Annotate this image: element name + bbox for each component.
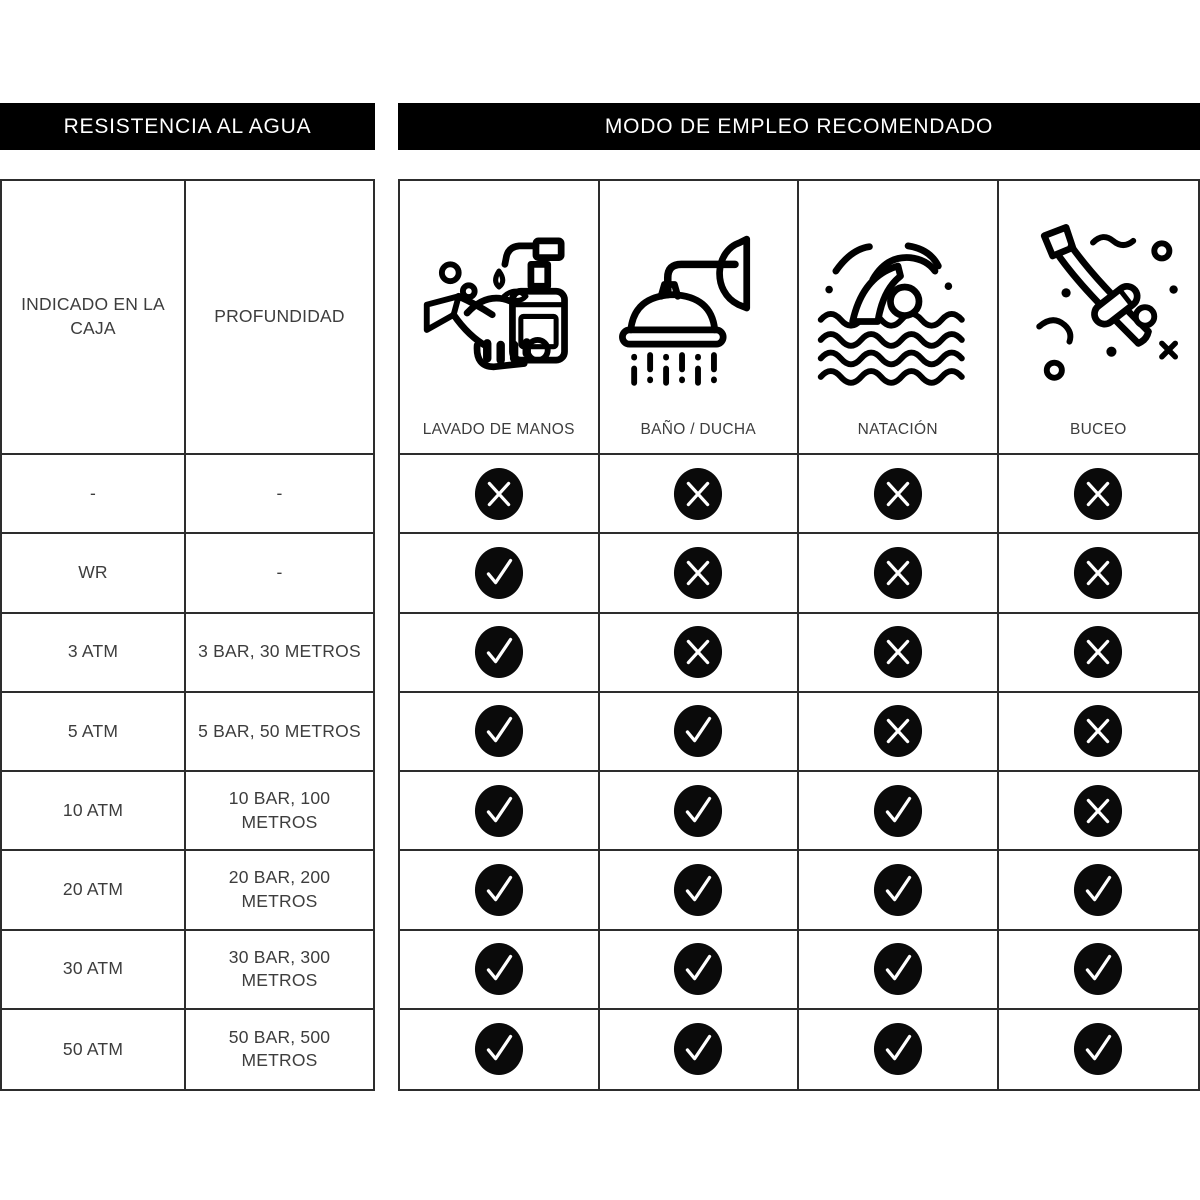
depth-cell: 10 BAR, 100 METROS bbox=[186, 772, 373, 852]
usage-cell bbox=[600, 1009, 799, 1089]
check-icon bbox=[474, 784, 524, 838]
usage-cell bbox=[799, 613, 999, 693]
depth-cell: - bbox=[186, 455, 373, 535]
check-icon bbox=[673, 784, 723, 838]
column-label: BAÑO / DUCHA bbox=[640, 421, 757, 439]
box-cell: 5 ATM bbox=[2, 692, 186, 772]
check-icon bbox=[873, 942, 923, 996]
usage-cell bbox=[400, 930, 600, 1010]
usage-cell bbox=[599, 455, 799, 535]
usage-cell bbox=[599, 613, 799, 693]
check-icon bbox=[474, 1022, 524, 1076]
usage-cell bbox=[599, 692, 799, 772]
diving-icon bbox=[1014, 181, 1182, 420]
depth-cell: 50 BAR, 500 METROS bbox=[228, 1026, 331, 1071]
column-header-handwash: LAVADO DE MANOS bbox=[400, 181, 600, 455]
usage-cell bbox=[999, 1010, 1199, 1089]
usage-cell bbox=[998, 851, 1198, 931]
check-icon bbox=[1073, 942, 1123, 996]
check-icon bbox=[673, 1022, 723, 1076]
usage-cell bbox=[799, 692, 999, 772]
usage-cell bbox=[799, 455, 999, 535]
check-icon bbox=[474, 546, 524, 600]
box-cell: 3 ATM bbox=[2, 613, 186, 693]
column-header-shower: BAÑO / DUCHA bbox=[599, 181, 799, 455]
usage-cell bbox=[400, 613, 600, 693]
box-cell: - bbox=[2, 455, 186, 535]
usage-cell bbox=[799, 772, 999, 852]
usage-cell bbox=[400, 1009, 600, 1089]
check-icon bbox=[673, 863, 723, 917]
column-header-swimming: NATACIÓN bbox=[799, 181, 999, 455]
box-cell: 50 ATM bbox=[2, 1009, 186, 1089]
usage-cell bbox=[400, 534, 600, 614]
usage-cell bbox=[799, 1009, 999, 1089]
usage-cell bbox=[998, 931, 1198, 1010]
header-indicado: INDICADO EN LA CAJA bbox=[2, 181, 186, 455]
usage-cell bbox=[998, 614, 1198, 693]
depth-cell: - bbox=[186, 534, 373, 614]
cross-icon bbox=[1073, 546, 1123, 600]
usage-cell bbox=[799, 851, 999, 931]
usage-cell bbox=[599, 851, 799, 931]
cross-icon bbox=[873, 625, 923, 679]
check-icon bbox=[1073, 863, 1123, 917]
cross-icon bbox=[873, 467, 923, 521]
check-icon bbox=[673, 704, 723, 758]
box-cell: WR bbox=[2, 534, 186, 614]
cross-icon bbox=[1073, 625, 1123, 679]
usage-table: LAVADO DE MANOS BAÑO / bbox=[398, 179, 1200, 1091]
check-icon bbox=[474, 863, 524, 917]
handwash-icon bbox=[415, 181, 583, 420]
column-label: LAVADO DE MANOS bbox=[422, 421, 575, 439]
usage-cell bbox=[599, 534, 799, 614]
column-label: NATACIÓN bbox=[857, 421, 938, 439]
cross-icon bbox=[1073, 467, 1123, 521]
box-cell: 20 ATM bbox=[2, 851, 186, 931]
check-icon bbox=[474, 625, 524, 679]
usage-cell bbox=[400, 851, 600, 931]
swimming-icon bbox=[814, 181, 982, 420]
usage-cell bbox=[400, 772, 600, 852]
water-resistance-banner: RESISTENCIA AL AGUA bbox=[0, 103, 375, 150]
depth-cell: 20 BAR, 200 METROS bbox=[186, 851, 373, 931]
depth-cell: 5 BAR, 50 METROS bbox=[186, 693, 373, 772]
usage-cell bbox=[400, 692, 600, 772]
water-resistance-table: INDICADO EN LA CAJA PROFUNDIDAD - - WR -… bbox=[0, 179, 375, 1091]
usage-cell bbox=[998, 455, 1198, 535]
check-icon bbox=[873, 863, 923, 917]
cross-icon bbox=[474, 467, 524, 521]
shower-icon bbox=[614, 181, 782, 420]
check-icon bbox=[873, 784, 923, 838]
check-icon bbox=[1073, 1022, 1123, 1076]
cross-icon bbox=[673, 625, 723, 679]
box-cell: 30 ATM bbox=[2, 930, 186, 1010]
check-icon bbox=[474, 942, 524, 996]
box-cell: 10 ATM bbox=[2, 772, 186, 852]
check-icon bbox=[673, 942, 723, 996]
column-label: BUCEO bbox=[1069, 421, 1127, 439]
cross-icon bbox=[873, 546, 923, 600]
usage-cell bbox=[599, 930, 799, 1010]
usage-cell bbox=[799, 534, 999, 614]
column-header-diving: BUCEO bbox=[998, 181, 1198, 455]
cross-icon bbox=[1073, 784, 1123, 838]
usage-banner: MODO DE EMPLEO RECOMENDADO bbox=[398, 103, 1200, 150]
cross-icon bbox=[673, 546, 723, 600]
header-profundidad: PROFUNDIDAD bbox=[186, 181, 373, 455]
usage-cell bbox=[599, 772, 799, 852]
usage-cell bbox=[998, 772, 1198, 852]
depth-cell: 30 BAR, 300 METROS bbox=[186, 931, 373, 1010]
cross-icon bbox=[1073, 704, 1123, 758]
cross-icon bbox=[873, 704, 923, 758]
usage-cell bbox=[799, 930, 999, 1010]
check-icon bbox=[873, 1022, 923, 1076]
usage-cell bbox=[998, 693, 1198, 772]
usage-cell bbox=[400, 455, 600, 535]
cross-icon bbox=[673, 467, 723, 521]
usage-cell bbox=[998, 534, 1198, 614]
depth-cell: 3 BAR, 30 METROS bbox=[186, 614, 373, 693]
check-icon bbox=[474, 704, 524, 758]
